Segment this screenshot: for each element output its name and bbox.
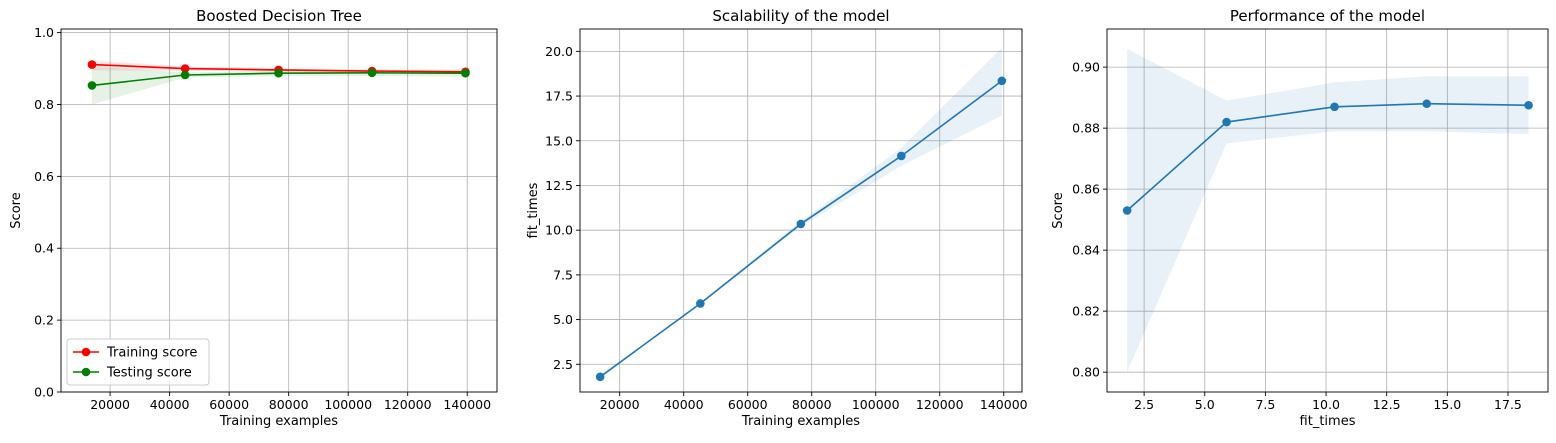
chart-title: Boosted Decision Tree [196,7,362,25]
y-tick-label: 20.0 [545,44,573,59]
data-point [1222,117,1231,127]
series-line-1 [599,80,1003,378]
x-tick-label: 17.5 [1494,397,1522,412]
y-tick-label: 0.86 [1072,182,1100,197]
y-tick-label: 10.0 [545,223,573,238]
plot-frame [1106,28,1549,393]
x-axis-label: Training examples [741,414,860,429]
std-band-series-1 [1127,48,1529,373]
y-tick-label: 15.0 [545,133,573,148]
data-point [274,68,283,78]
y-tick-label: 0.4 [34,241,54,256]
y-tick-label: 0.8 [34,97,54,112]
chart-title: Performance of the model [1230,7,1425,25]
data-point [367,68,377,78]
x-tick-label: 140000 [443,397,491,412]
data-point [595,372,605,382]
y-axis-label: Score [9,192,24,228]
std-band-series-1 [600,47,1002,378]
data-point [1422,99,1432,109]
chart-title: Scalability of the model [712,7,889,25]
x-tick-label: 40000 [150,397,190,412]
x-axis-label: fit_times [1300,414,1356,429]
y-axis-label: Score [1051,192,1066,228]
legend-label-1: Training score [106,346,197,361]
y-tick-label: 1.0 [34,25,54,40]
y-tick-label: 2.5 [553,357,573,372]
y-tick-label: 0.90 [1072,60,1100,75]
x-tick-label: 140000 [980,397,1028,412]
plot-frame [60,28,498,393]
data-point [997,76,1007,86]
data-point [87,81,97,90]
y-tick-label: 5.0 [553,312,573,327]
y-tick-label: 12.5 [545,178,573,193]
x-tick-label: 20000 [600,397,640,412]
x-tick-label: 2.5 [1134,397,1154,412]
data-point [897,151,906,161]
x-tick-label: 120000 [384,397,432,412]
plot-frame [579,28,1023,393]
data-point [1524,100,1533,110]
x-tick-label: 40000 [664,397,704,412]
y-tick-label: 0.84 [1072,243,1100,258]
x-tick-label: 80000 [792,397,832,412]
data-point [1330,102,1339,112]
legend-marker-1 [81,347,91,357]
y-tick-label: 0.80 [1072,365,1100,380]
x-tick-label: 10.0 [1312,397,1340,412]
x-axis-label: Training examples [219,414,338,429]
data-point [180,70,190,80]
x-tick-label: 120000 [916,397,964,412]
y-tick-label: 0.2 [34,313,54,328]
data-point [796,219,806,229]
data-point [1122,206,1132,215]
x-tick-label: 80000 [269,397,309,412]
x-tick-label: 15.0 [1433,397,1461,412]
data-point [461,68,470,78]
data-point [696,299,705,308]
y-tick-label: 0.88 [1072,121,1100,136]
x-tick-label: 7.5 [1255,397,1275,412]
legend-box [66,338,210,386]
legend-label-2: Testing score [106,366,192,381]
y-tick-label: 7.5 [553,267,573,282]
y-tick-label: 17.5 [545,89,573,104]
y-tick-label: 0.82 [1072,304,1100,319]
data-point [180,64,190,73]
x-tick-label: 100000 [324,397,372,412]
y-axis-label: fit_times [526,182,541,238]
x-tick-label: 100000 [852,397,900,412]
data-point [87,60,97,69]
x-tick-label: 20000 [90,397,130,412]
chart-1: 20000 40000 60000 80000 100000 120000 140000 0.… [9,7,498,429]
chart-3: 2.5 5.0 7.5 10.0 12.5 15.0 17.5 0.80 0.82 0.84 0.8… [1051,7,1549,429]
x-tick-label: 60000 [728,397,768,412]
x-tick-label: 12.5 [1373,397,1401,412]
legend-marker-2 [81,367,91,377]
x-tick-label: 60000 [209,397,249,412]
y-tick-label: 0.6 [34,169,54,184]
y-tick-label: 0.0 [34,385,54,400]
x-tick-label: 5.0 [1195,397,1215,412]
chart-2: 20000 40000 60000 80000 100000 120000 140000 2.… [526,7,1028,429]
